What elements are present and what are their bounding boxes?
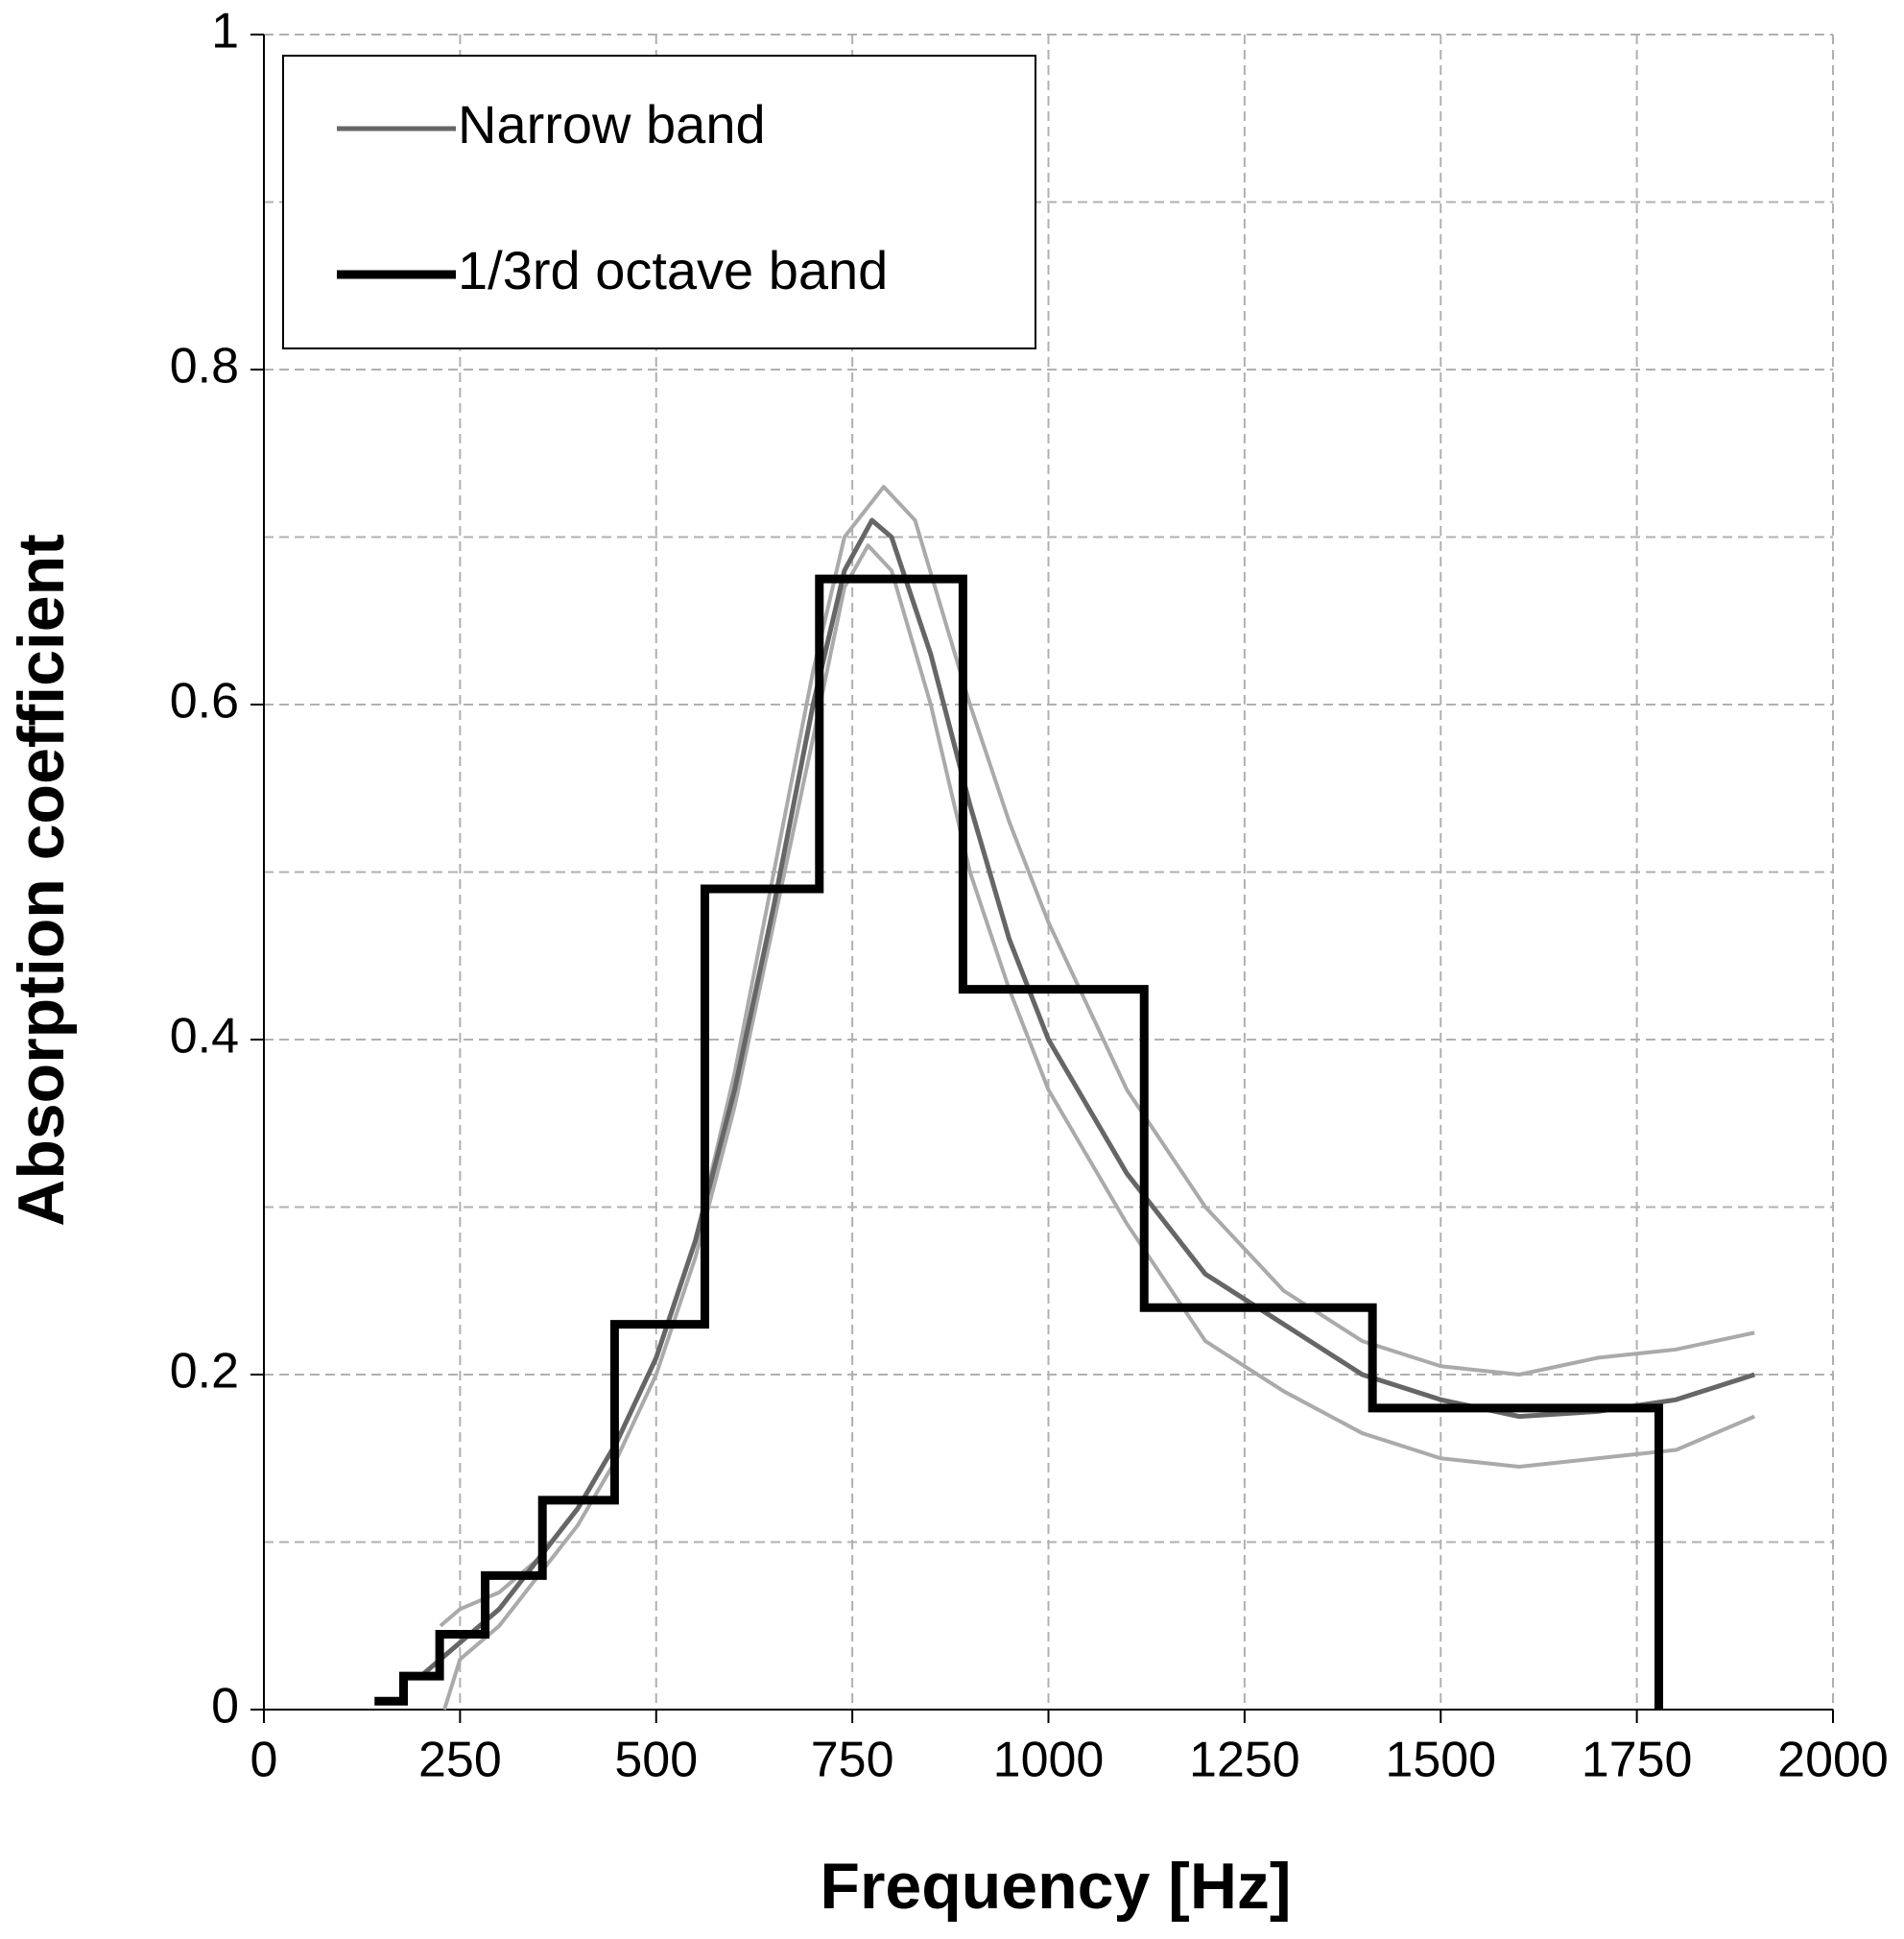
x-tick-label: 1500	[1385, 1733, 1496, 1788]
legend-box	[282, 55, 1036, 349]
y-tick-label: 0.4	[170, 1009, 239, 1065]
y-tick-label: 0.6	[170, 674, 239, 730]
x-tick-label: 500	[614, 1733, 698, 1788]
series-line	[439, 485, 1755, 1628]
x-tick-label: 750	[811, 1733, 894, 1788]
y-tick-label: 1	[211, 4, 239, 60]
y-tick-label: 0	[211, 1679, 239, 1735]
x-tick-label: 250	[418, 1733, 502, 1788]
y-axis-title: Absorption coefficient	[5, 534, 78, 1227]
x-axis-title: Frequency [Hz]	[820, 1850, 1291, 1923]
y-tick-label: 0.2	[170, 1344, 239, 1400]
legend-label: 1/3rd octave band	[458, 240, 888, 300]
x-tick-label: 2000	[1777, 1733, 1889, 1788]
x-tick-label: 1250	[1189, 1733, 1300, 1788]
legend-label: Narrow band	[458, 94, 766, 155]
y-tick-label: 0.8	[170, 339, 239, 395]
series-line	[418, 517, 1756, 1679]
x-tick-label: 0	[250, 1733, 278, 1788]
x-tick-label: 1750	[1582, 1733, 1693, 1788]
series-line	[374, 574, 1664, 1710]
x-tick-label: 1000	[993, 1733, 1105, 1788]
